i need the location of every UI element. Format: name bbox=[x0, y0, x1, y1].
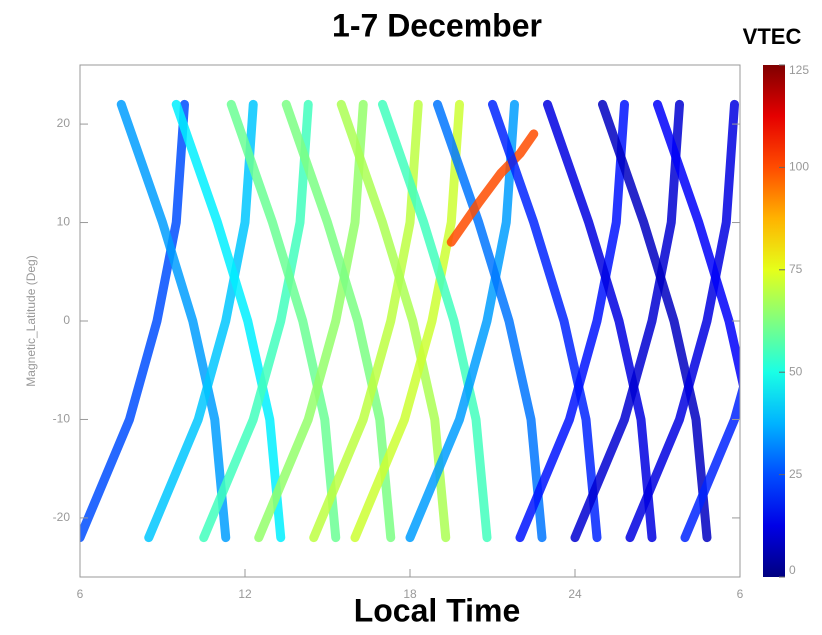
track bbox=[598, 99, 712, 543]
x-tick-label: 24 bbox=[568, 587, 582, 601]
colorbar-tick-label: 100 bbox=[789, 160, 809, 174]
track bbox=[543, 99, 657, 543]
track bbox=[171, 99, 286, 543]
track bbox=[488, 99, 602, 543]
colorbar-tick-label: 75 bbox=[789, 262, 803, 276]
track bbox=[515, 99, 629, 543]
track bbox=[405, 99, 519, 543]
colorbar bbox=[763, 65, 785, 577]
colorbar-tick-label: 25 bbox=[789, 467, 803, 481]
track bbox=[226, 99, 341, 543]
x-tick-label: 18 bbox=[403, 587, 417, 601]
colorbar-label: VTEC bbox=[743, 24, 802, 49]
track bbox=[680, 383, 740, 543]
track bbox=[378, 99, 492, 543]
y-tick-label: 20 bbox=[57, 116, 71, 130]
track bbox=[570, 99, 684, 543]
colorbar-tick-label: 125 bbox=[789, 63, 809, 77]
colorbar-tick-label: 0 bbox=[789, 563, 796, 577]
y-tick-label: 10 bbox=[57, 215, 71, 229]
track bbox=[653, 99, 740, 391]
track bbox=[254, 99, 368, 543]
track bbox=[116, 99, 231, 543]
tracks bbox=[80, 99, 740, 543]
x-axis-label: Local Time bbox=[354, 592, 521, 628]
chart-title: 1-7 December bbox=[332, 7, 542, 43]
track bbox=[350, 99, 464, 543]
x-tick-label: 6 bbox=[77, 587, 84, 601]
y-tick-label: 0 bbox=[63, 313, 70, 327]
track bbox=[433, 99, 547, 543]
y-axis-label: Magnetic_Latitude (Deg) bbox=[24, 255, 38, 386]
track bbox=[199, 99, 313, 543]
y-tick-label: -10 bbox=[53, 412, 71, 426]
x-tick-label: 6 bbox=[737, 587, 744, 601]
track bbox=[80, 99, 189, 543]
colorbar-tick-label: 50 bbox=[789, 364, 803, 378]
track bbox=[625, 99, 739, 543]
track bbox=[144, 99, 258, 543]
y-tick-label: -20 bbox=[53, 510, 71, 524]
track bbox=[446, 129, 539, 247]
x-tick-label: 12 bbox=[238, 587, 252, 601]
